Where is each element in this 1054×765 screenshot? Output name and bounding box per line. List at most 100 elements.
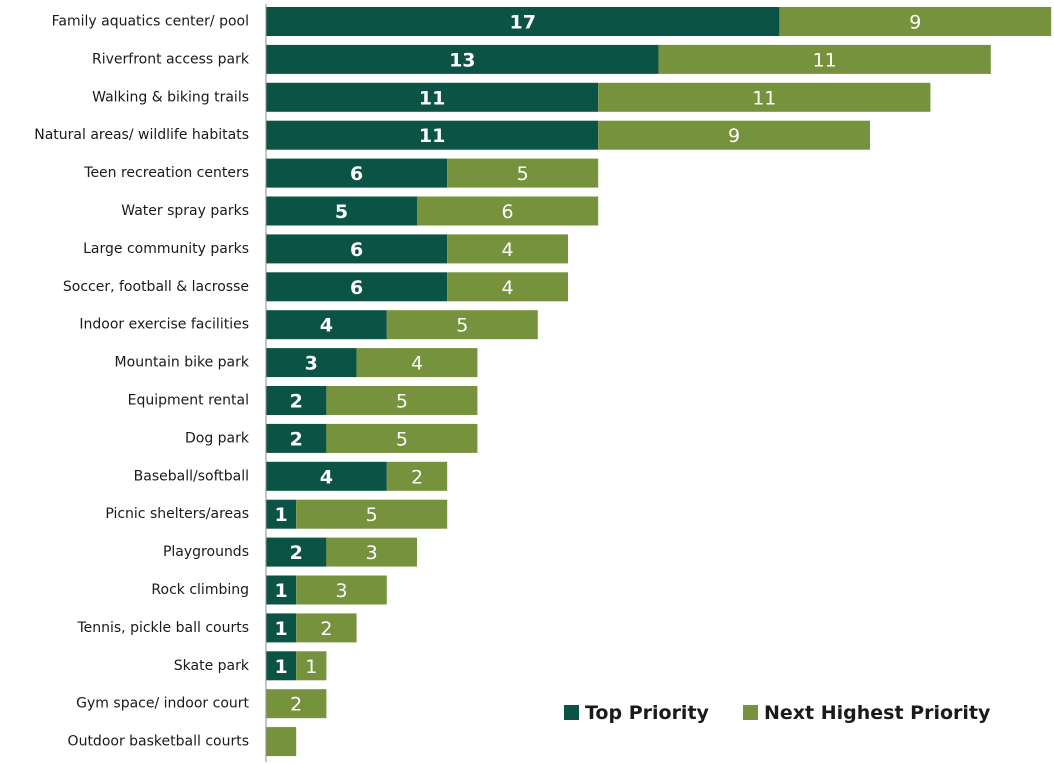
data-label-next-highest-priority-walking-biking-trails: 11	[752, 87, 776, 109]
data-label-next-highest-priority-rock-climbing: 3	[335, 580, 347, 602]
bar-next-highest-priority-family-aquatics-center-pool	[779, 7, 1052, 36]
bar-next-highest-priority-equipment-rental	[326, 386, 478, 415]
category-label-rock-climbing: Rock climbing	[151, 582, 249, 598]
data-label-next-highest-priority-water-spray-parks: 6	[502, 201, 514, 223]
bar-top-priority-dog-park	[266, 423, 327, 453]
bar-next-highest-priority-soccer-football-lacrosse	[447, 272, 568, 302]
category-label-riverfront-access-park: Riverfront access park	[92, 51, 250, 67]
data-label-next-highest-priority-tennis-pickle-ball-courts: 2	[320, 618, 332, 640]
bar-top-priority-picnic-shelters-areas	[266, 499, 297, 529]
data-label-top-priority-natural-areas-wildlife-habitats: 11	[419, 125, 445, 147]
bar-top-priority-walking-biking-trails	[266, 82, 599, 112]
bar-next-highest-priority-baseball-softball	[386, 461, 448, 491]
category-label-mountain-bike-park: Mountain bike park	[115, 355, 250, 371]
data-label-next-highest-priority-gym-space-indoor-court: 2	[290, 694, 302, 716]
bar-top-priority-baseball-softball	[266, 461, 387, 491]
category-label-gym-space-indoor-court: Gym space/ indoor court	[76, 696, 249, 712]
data-label-next-highest-priority-playgrounds: 3	[366, 542, 378, 564]
data-label-next-highest-priority-riverfront-access-park: 11	[813, 49, 837, 71]
category-label-walking-biking-trails: Walking & biking trails	[92, 89, 249, 105]
data-label-top-priority-baseball-softball: 4	[320, 466, 333, 488]
data-label-next-highest-priority-picnic-shelters-areas: 5	[366, 504, 378, 526]
category-label-equipment-rental: Equipment rental	[128, 393, 249, 409]
category-label-playgrounds: Playgrounds	[163, 544, 249, 560]
data-label-next-highest-priority-dog-park: 5	[396, 428, 408, 450]
category-label-skate-park: Skate park	[174, 658, 250, 674]
data-label-top-priority-equipment-rental: 2	[290, 391, 303, 413]
data-label-top-priority-mountain-bike-park: 3	[305, 353, 318, 375]
category-label-large-community-parks: Large community parks	[83, 241, 249, 257]
bar-top-priority-rock-climbing	[266, 575, 297, 605]
bar-next-highest-priority-natural-areas-wildlife-habitats	[598, 120, 870, 150]
data-label-top-priority-large-community-parks: 6	[350, 239, 363, 261]
data-label-top-priority-picnic-shelters-areas: 1	[274, 504, 287, 526]
data-label-next-highest-priority-family-aquatics-center-pool: 9	[909, 12, 921, 34]
data-label-next-highest-priority-indoor-exercise-facilities: 5	[456, 315, 468, 337]
bar-next-highest-priority-water-spray-parks	[417, 196, 599, 226]
data-label-top-priority-walking-biking-trails: 11	[419, 87, 445, 109]
data-label-next-highest-priority-soccer-football-lacrosse: 4	[502, 277, 514, 299]
data-label-top-priority-water-spray-parks: 5	[335, 201, 348, 223]
data-label-top-priority-skate-park: 1	[274, 656, 287, 678]
category-label-teen-recreation-centers: Teen recreation centers	[83, 165, 249, 181]
bar-next-highest-priority-rock-climbing	[296, 575, 387, 605]
bar-top-priority-natural-areas-wildlife-habitats	[266, 120, 599, 150]
category-label-picnic-shelters-areas: Picnic shelters/areas	[105, 506, 249, 522]
data-label-next-highest-priority-natural-areas-wildlife-habitats: 9	[728, 125, 740, 147]
data-label-next-highest-priority-baseball-softball: 2	[411, 466, 423, 488]
bar-next-highest-priority-indoor-exercise-facilities	[386, 310, 538, 340]
data-label-next-highest-priority-teen-recreation-centers: 5	[517, 163, 529, 185]
bar-next-highest-priority-gym-space-indoor-court	[266, 689, 327, 719]
bar-next-highest-priority-large-community-parks	[447, 234, 568, 264]
legend-label-top-priority: Top Priority	[585, 702, 710, 724]
data-label-top-priority-playgrounds: 2	[290, 542, 303, 564]
data-label-top-priority-rock-climbing: 1	[274, 580, 287, 602]
bar-top-priority-large-community-parks	[266, 234, 448, 264]
legend: Top Priority Next Highest Priority	[564, 702, 991, 724]
data-label-next-highest-priority-mountain-bike-park: 4	[411, 353, 423, 375]
bar-next-highest-priority-tennis-pickle-ball-courts	[296, 613, 357, 643]
bar-top-priority-indoor-exercise-facilities	[266, 310, 387, 340]
bar-next-highest-priority-playgrounds	[326, 537, 417, 567]
legend-label-next-highest-priority: Next Highest Priority	[764, 702, 991, 724]
bar-next-highest-priority-picnic-shelters-areas	[296, 499, 448, 529]
bar-next-highest-priority-teen-recreation-centers	[447, 158, 599, 188]
category-labels: Family aquatics center/ pool Riverfront a…	[34, 14, 250, 750]
legend-swatch-top-priority	[564, 705, 579, 720]
bar-next-highest-priority-walking-biking-trails	[598, 82, 931, 112]
data-label-top-priority-soccer-football-lacrosse: 6	[350, 277, 363, 299]
category-label-tennis-pickle-ball-courts: Tennis, pickle ball courts	[76, 620, 249, 636]
bar-top-priority-teen-recreation-centers	[266, 158, 448, 188]
bar-top-priority-skate-park	[266, 651, 297, 681]
category-label-dog-park: Dog park	[185, 430, 250, 446]
bar-top-priority-playgrounds	[266, 537, 327, 567]
category-label-indoor-exercise-facilities: Indoor exercise facilities	[79, 317, 249, 333]
data-label-top-priority-riverfront-access-park: 13	[449, 49, 475, 71]
legend-swatch-next-highest-priority	[743, 705, 758, 720]
category-label-natural-areas-wildlife-habitats: Natural areas/ wildlife habitats	[34, 127, 249, 143]
data-label-next-highest-priority-large-community-parks: 4	[502, 239, 514, 261]
category-label-water-spray-parks: Water spray parks	[121, 203, 249, 219]
bar-next-highest-priority-skate-park	[296, 651, 327, 681]
data-label-next-highest-priority-skate-park: 1	[305, 656, 317, 678]
data-label-top-priority-tennis-pickle-ball-courts: 1	[274, 618, 287, 640]
bar-top-priority-soccer-football-lacrosse	[266, 272, 448, 302]
bar-top-priority-family-aquatics-center-pool	[266, 7, 780, 36]
data-label-top-priority-teen-recreation-centers: 6	[350, 163, 363, 185]
bar-top-priority-water-spray-parks	[266, 196, 417, 226]
bar-next-highest-priority-dog-park	[326, 423, 478, 453]
category-label-outdoor-basketball-courts: Outdoor basketball courts	[68, 734, 249, 750]
bar-next-highest-priority-mountain-bike-park	[356, 348, 478, 378]
bar-top-priority-tennis-pickle-ball-courts	[266, 613, 297, 643]
category-label-family-aquatics-center-pool: Family aquatics center/ pool	[52, 14, 249, 30]
data-label-top-priority-indoor-exercise-facilities: 4	[320, 315, 333, 337]
bar-top-priority-mountain-bike-park	[266, 348, 357, 378]
data-label-top-priority-dog-park: 2	[290, 428, 303, 450]
data-label-next-highest-priority-equipment-rental: 5	[396, 391, 408, 413]
bar-top-priority-equipment-rental	[266, 386, 327, 415]
bar-next-highest-priority-outdoor-basketball-courts	[266, 727, 297, 757]
bar-next-highest-priority-riverfront-access-park	[658, 44, 991, 74]
data-label-top-priority-family-aquatics-center-pool: 17	[509, 12, 535, 34]
